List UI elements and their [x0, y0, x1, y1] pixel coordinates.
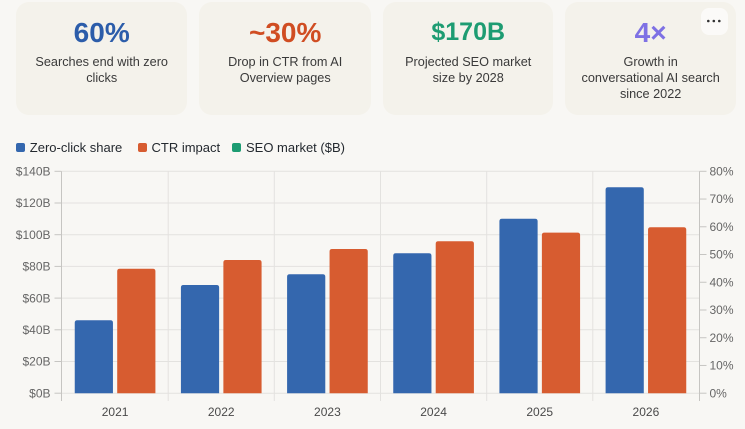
svg-text:2022: 2022	[208, 405, 235, 419]
svg-text:10%: 10%	[710, 359, 734, 373]
svg-text:0%: 0%	[710, 386, 728, 400]
svg-text:$100B: $100B	[16, 228, 51, 242]
svg-text:2026: 2026	[633, 405, 660, 419]
svg-text:$120B: $120B	[16, 196, 51, 210]
svg-text:$0B: $0B	[29, 386, 50, 400]
svg-text:$140B: $140B	[16, 165, 51, 179]
svg-text:40%: 40%	[710, 275, 734, 289]
svg-text:50%: 50%	[710, 248, 734, 262]
svg-text:2024: 2024	[420, 405, 447, 419]
svg-text:60%: 60%	[710, 220, 734, 234]
svg-text:$20B: $20B	[22, 355, 50, 369]
svg-text:2025: 2025	[526, 405, 553, 419]
svg-text:80%: 80%	[710, 165, 734, 179]
svg-text:2023: 2023	[314, 405, 341, 419]
svg-text:$60B: $60B	[22, 291, 50, 305]
svg-text:2021: 2021	[102, 405, 129, 419]
svg-text:30%: 30%	[710, 303, 734, 317]
svg-text:$80B: $80B	[22, 260, 50, 274]
svg-text:20%: 20%	[710, 331, 734, 345]
svg-text:70%: 70%	[710, 192, 734, 206]
svg-text:$40B: $40B	[22, 323, 50, 337]
